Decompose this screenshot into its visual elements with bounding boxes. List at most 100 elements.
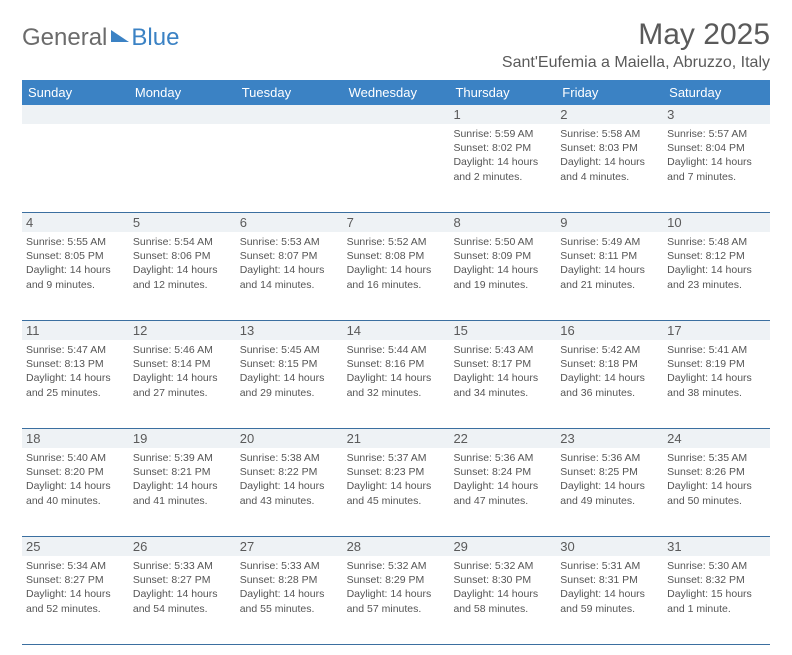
day-cell: Sunrise: 5:52 AMSunset: 8:08 PMDaylight:… — [343, 232, 450, 320]
sunrise-text: Sunrise: 5:40 AM — [26, 451, 125, 465]
sunrise-text: Sunrise: 5:59 AM — [453, 127, 552, 141]
sunset-text: Sunset: 8:05 PM — [26, 249, 125, 263]
day-cell: Sunrise: 5:45 AMSunset: 8:15 PMDaylight:… — [236, 340, 343, 428]
sunrise-text: Sunrise: 5:48 AM — [667, 235, 766, 249]
sunrise-text: Sunrise: 5:31 AM — [560, 559, 659, 573]
day-cell: Sunrise: 5:55 AMSunset: 8:05 PMDaylight:… — [22, 232, 129, 320]
day-number-row: 123 — [22, 105, 770, 124]
day-number: 29 — [449, 537, 556, 556]
day-number: 11 — [22, 321, 129, 340]
dow-tuesday: Tuesday — [236, 80, 343, 105]
sunrise-text: Sunrise: 5:39 AM — [133, 451, 232, 465]
day-cell: Sunrise: 5:33 AMSunset: 8:27 PMDaylight:… — [129, 556, 236, 644]
sunset-text: Sunset: 8:18 PM — [560, 357, 659, 371]
sunset-text: Sunset: 8:17 PM — [453, 357, 552, 371]
sunrise-text: Sunrise: 5:54 AM — [133, 235, 232, 249]
sunrise-text: Sunrise: 5:38 AM — [240, 451, 339, 465]
day-cell: Sunrise: 5:44 AMSunset: 8:16 PMDaylight:… — [343, 340, 450, 428]
day-cell: Sunrise: 5:46 AMSunset: 8:14 PMDaylight:… — [129, 340, 236, 428]
sunrise-text: Sunrise: 5:35 AM — [667, 451, 766, 465]
sunset-text: Sunset: 8:25 PM — [560, 465, 659, 479]
day-number: 26 — [129, 537, 236, 556]
brand-part2: Blue — [131, 24, 179, 52]
daylight-text: Daylight: 14 hours and 47 minutes. — [453, 479, 552, 507]
sunrise-text: Sunrise: 5:37 AM — [347, 451, 446, 465]
day-cell: Sunrise: 5:37 AMSunset: 8:23 PMDaylight:… — [343, 448, 450, 536]
day-cell: Sunrise: 5:47 AMSunset: 8:13 PMDaylight:… — [22, 340, 129, 428]
daylight-text: Daylight: 14 hours and 36 minutes. — [560, 371, 659, 399]
sunrise-text: Sunrise: 5:49 AM — [560, 235, 659, 249]
daylight-text: Daylight: 14 hours and 14 minutes. — [240, 263, 339, 291]
sunset-text: Sunset: 8:29 PM — [347, 573, 446, 587]
daylight-text: Daylight: 15 hours and 1 minute. — [667, 587, 766, 615]
day-number: 1 — [449, 105, 556, 124]
dow-monday: Monday — [129, 80, 236, 105]
sunrise-text: Sunrise: 5:33 AM — [133, 559, 232, 573]
sunrise-text: Sunrise: 5:41 AM — [667, 343, 766, 357]
daylight-text: Daylight: 14 hours and 57 minutes. — [347, 587, 446, 615]
day-cell: Sunrise: 5:40 AMSunset: 8:20 PMDaylight:… — [22, 448, 129, 536]
week-row: Sunrise: 5:47 AMSunset: 8:13 PMDaylight:… — [22, 340, 770, 429]
sunset-text: Sunset: 8:14 PM — [133, 357, 232, 371]
day-number: 28 — [343, 537, 450, 556]
daylight-text: Daylight: 14 hours and 38 minutes. — [667, 371, 766, 399]
daylight-text: Daylight: 14 hours and 55 minutes. — [240, 587, 339, 615]
sunset-text: Sunset: 8:23 PM — [347, 465, 446, 479]
day-number: 19 — [129, 429, 236, 448]
day-cell — [236, 124, 343, 212]
daylight-text: Daylight: 14 hours and 16 minutes. — [347, 263, 446, 291]
day-number: 18 — [22, 429, 129, 448]
sunset-text: Sunset: 8:22 PM — [240, 465, 339, 479]
day-number: 7 — [343, 213, 450, 232]
daylight-text: Daylight: 14 hours and 43 minutes. — [240, 479, 339, 507]
daylight-text: Daylight: 14 hours and 23 minutes. — [667, 263, 766, 291]
day-cell: Sunrise: 5:33 AMSunset: 8:28 PMDaylight:… — [236, 556, 343, 644]
sunset-text: Sunset: 8:04 PM — [667, 141, 766, 155]
daylight-text: Daylight: 14 hours and 41 minutes. — [133, 479, 232, 507]
day-cell: Sunrise: 5:48 AMSunset: 8:12 PMDaylight:… — [663, 232, 770, 320]
day-cell: Sunrise: 5:50 AMSunset: 8:09 PMDaylight:… — [449, 232, 556, 320]
day-cell: Sunrise: 5:49 AMSunset: 8:11 PMDaylight:… — [556, 232, 663, 320]
day-cell — [343, 124, 450, 212]
day-number: 15 — [449, 321, 556, 340]
day-number: 8 — [449, 213, 556, 232]
dow-sunday: Sunday — [22, 80, 129, 105]
daylight-text: Daylight: 14 hours and 19 minutes. — [453, 263, 552, 291]
day-number: 3 — [663, 105, 770, 124]
day-number-row: 25262728293031 — [22, 537, 770, 556]
sunrise-text: Sunrise: 5:58 AM — [560, 127, 659, 141]
sunset-text: Sunset: 8:07 PM — [240, 249, 339, 263]
sunset-text: Sunset: 8:15 PM — [240, 357, 339, 371]
sunset-text: Sunset: 8:08 PM — [347, 249, 446, 263]
sunrise-text: Sunrise: 5:36 AM — [453, 451, 552, 465]
day-cell: Sunrise: 5:42 AMSunset: 8:18 PMDaylight:… — [556, 340, 663, 428]
sunset-text: Sunset: 8:27 PM — [133, 573, 232, 587]
sunset-text: Sunset: 8:16 PM — [347, 357, 446, 371]
day-number — [236, 105, 343, 124]
dow-friday: Friday — [556, 80, 663, 105]
sunrise-text: Sunrise: 5:36 AM — [560, 451, 659, 465]
sunrise-text: Sunrise: 5:33 AM — [240, 559, 339, 573]
sunrise-text: Sunrise: 5:57 AM — [667, 127, 766, 141]
day-cell: Sunrise: 5:38 AMSunset: 8:22 PMDaylight:… — [236, 448, 343, 536]
daylight-text: Daylight: 14 hours and 52 minutes. — [26, 587, 125, 615]
week-row: Sunrise: 5:55 AMSunset: 8:05 PM Daylight:… — [22, 232, 770, 321]
sunrise-text: Sunrise: 5:55 AM — [26, 235, 125, 249]
day-number: 24 — [663, 429, 770, 448]
sunrise-text: Sunrise: 5:44 AM — [347, 343, 446, 357]
day-of-week-header: Sunday Monday Tuesday Wednesday Thursday… — [22, 80, 770, 105]
daylight-text: Daylight: 14 hours and 25 minutes. — [26, 371, 125, 399]
day-cell: Sunrise: 5:32 AMSunset: 8:29 PMDaylight:… — [343, 556, 450, 644]
sunset-text: Sunset: 8:19 PM — [667, 357, 766, 371]
day-number: 22 — [449, 429, 556, 448]
daylight-text: Daylight: 14 hours and 12 minutes. — [133, 263, 232, 291]
daylight-text: Daylight: 14 hours and 45 minutes. — [347, 479, 446, 507]
day-cell: Sunrise: 5:53 AMSunset: 8:07 PMDaylight:… — [236, 232, 343, 320]
sunset-text: Sunset: 8:02 PM — [453, 141, 552, 155]
sunset-text: Sunset: 8:20 PM — [26, 465, 125, 479]
calendar-grid: Sunday Monday Tuesday Wednesday Thursday… — [22, 80, 770, 645]
daylight-text: Daylight: 14 hours and 29 minutes. — [240, 371, 339, 399]
sunrise-text: Sunrise: 5:46 AM — [133, 343, 232, 357]
day-cell: Sunrise: 5:43 AMSunset: 8:17 PMDaylight:… — [449, 340, 556, 428]
day-number — [22, 105, 129, 124]
